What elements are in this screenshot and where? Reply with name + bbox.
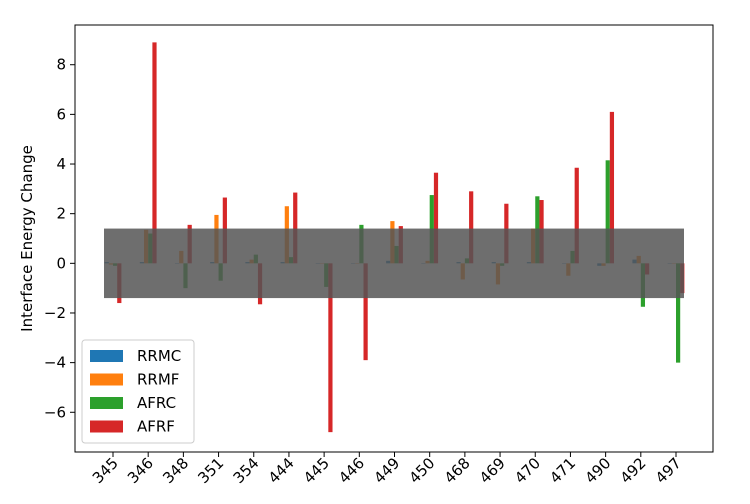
x-tick-label: 449	[370, 454, 403, 487]
x-tick-label: 470	[511, 454, 544, 487]
x-tick-label: 345	[89, 454, 122, 487]
x-tick-label: 348	[159, 454, 192, 487]
y-tick-label: 8	[56, 56, 66, 74]
legend-swatch-afrc	[90, 397, 123, 409]
y-tick-label: 4	[56, 155, 66, 173]
y-tick-label: −4	[44, 354, 66, 372]
x-tick-label: 471	[546, 454, 579, 487]
x-tick-label: 351	[194, 454, 227, 487]
legend: RRMC RRMF AFRC AFRF	[82, 340, 194, 443]
x-tick-label: 445	[300, 454, 333, 487]
legend-label-afrf: AFRF	[137, 418, 175, 436]
legend-swatch-rrmc	[90, 350, 123, 362]
y-tick-label: −6	[44, 403, 66, 421]
y-tick-label: 0	[56, 254, 66, 272]
x-tick-label: 497	[652, 454, 685, 487]
x-tick-label: 490	[581, 454, 614, 487]
y-tick-label: −2	[44, 304, 66, 322]
x-tick-label: 492	[617, 454, 650, 487]
x-tick-label: 450	[406, 454, 439, 487]
y-tick-label: 6	[56, 105, 66, 123]
legend-swatch-afrf	[90, 421, 123, 433]
legend-label-rrmc: RRMC	[137, 347, 181, 365]
x-tick-label: 444	[265, 454, 298, 487]
x-tick-label: 346	[124, 454, 157, 487]
legend-label-afrc: AFRC	[137, 394, 176, 412]
x-tick-label: 469	[476, 454, 509, 487]
x-tick-label: 354	[230, 454, 263, 487]
y-tick-label: 2	[56, 205, 66, 223]
x-tick-label: 468	[441, 454, 474, 487]
legend-swatch-rrmf	[90, 374, 123, 386]
legend-label-rrmf: RRMF	[137, 371, 179, 389]
x-tick-label: 446	[335, 454, 368, 487]
threshold-band	[104, 229, 684, 299]
y-axis-label: Interface Energy Change	[18, 145, 36, 332]
